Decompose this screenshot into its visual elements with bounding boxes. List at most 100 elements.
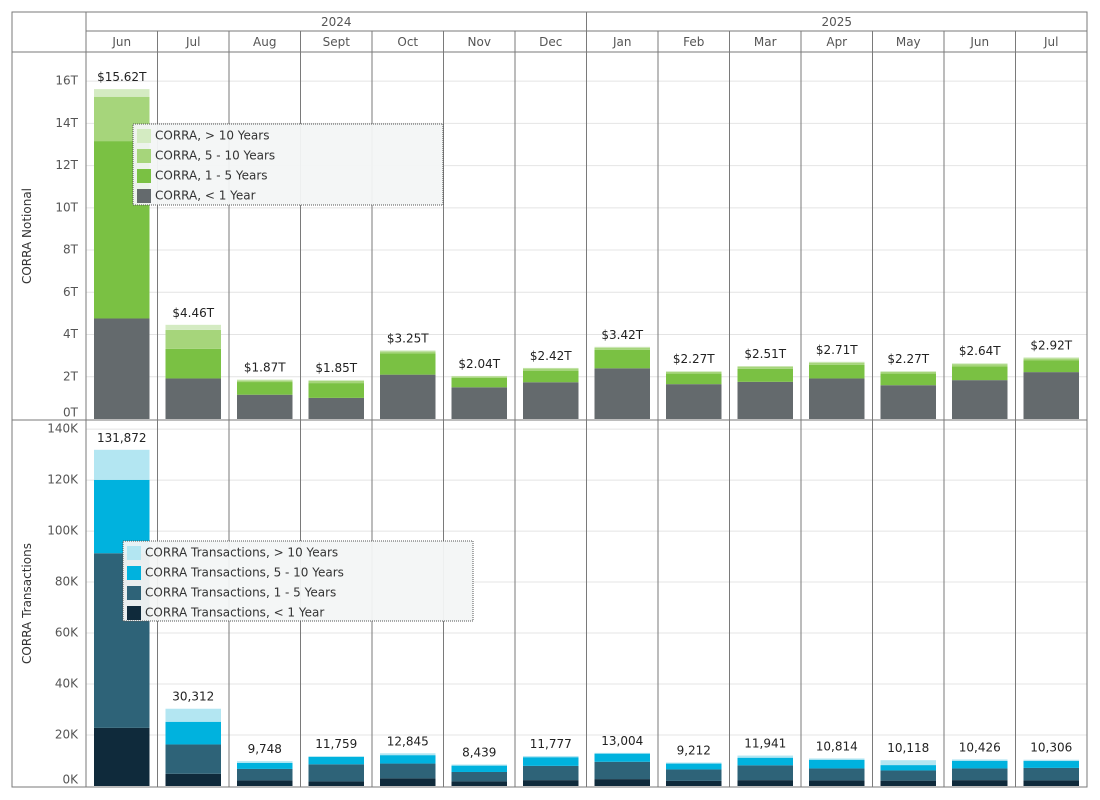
bar-segment	[666, 371, 722, 374]
bar-segment	[880, 371, 936, 372]
bar-segment	[380, 350, 436, 352]
bar-segment	[94, 727, 150, 786]
y-tick-label: 120K	[47, 473, 79, 487]
bar-segment	[737, 757, 793, 766]
bar-segment	[94, 89, 150, 97]
bar-segment	[451, 376, 507, 378]
bar-segment	[594, 349, 650, 369]
bar-total-label: $2.42T	[530, 349, 572, 363]
bar-segment	[165, 378, 221, 419]
bar-segment	[380, 753, 436, 756]
bar-segment	[380, 778, 436, 786]
legend-label: CORRA, 5 - 10 Years	[155, 149, 275, 163]
bar-segment	[165, 329, 221, 349]
y-tick-label: 0K	[62, 773, 79, 787]
bar-total-label: $2.27T	[673, 352, 715, 366]
month-label: Sept	[323, 35, 351, 49]
month-label: Jul	[185, 35, 200, 49]
bar-segment	[952, 760, 1008, 769]
bar-segment	[880, 770, 936, 781]
bar-segment	[451, 765, 507, 772]
bar-segment	[737, 755, 793, 758]
bar-segment	[1023, 372, 1079, 419]
bar-segment	[594, 347, 650, 350]
legend-swatch	[137, 169, 151, 183]
bar-segment	[809, 378, 865, 419]
bar-segment	[952, 363, 1008, 365]
bar-segment	[952, 768, 1008, 781]
bar-segment	[308, 756, 364, 757]
bar-total-label: $1.85T	[315, 361, 357, 375]
bar-segment	[1023, 357, 1079, 359]
bar-segment	[737, 366, 793, 369]
bar-total-label: 11,777	[530, 737, 572, 751]
bar-segment	[666, 384, 722, 419]
bar-total-label: 10,306	[1030, 741, 1072, 755]
month-label: Jul	[1043, 35, 1058, 49]
bar-segment	[952, 366, 1008, 381]
bar-segment	[594, 752, 650, 754]
bar-total-label: $2.92T	[1030, 338, 1072, 352]
bar-segment	[380, 353, 436, 375]
bar-segment	[237, 761, 293, 763]
bar-total-label: 131,872	[97, 431, 147, 445]
y-tick-label: 14T	[55, 116, 78, 130]
bar-segment	[308, 397, 364, 419]
bar-segment	[952, 780, 1008, 786]
bar-segment	[380, 755, 436, 764]
bar-segment	[666, 780, 722, 786]
bar-segment	[880, 780, 936, 786]
bar-segment	[165, 744, 221, 774]
bar-segment	[1023, 358, 1079, 361]
bar-segment	[523, 368, 579, 371]
bar-total-label: $2.71T	[816, 343, 858, 357]
bar-segment	[880, 373, 936, 386]
bar-segment	[1023, 761, 1079, 768]
bar-segment	[880, 765, 936, 771]
bar-segment	[594, 753, 650, 762]
bar-segment	[94, 318, 150, 419]
bar-segment	[1023, 759, 1079, 762]
bar-segment	[880, 371, 936, 374]
bar-segment	[308, 383, 364, 398]
y-axis-title: CORRA Transactions	[20, 543, 34, 664]
bar-segment	[165, 348, 221, 379]
bar-segment	[594, 761, 650, 780]
bar-total-label: 9,748	[248, 742, 282, 756]
bar-segment	[952, 759, 1008, 761]
legend-swatch	[127, 566, 141, 580]
bar-total-label: $1.87T	[244, 361, 286, 375]
bar-segment	[594, 368, 650, 419]
bar-segment	[237, 394, 293, 419]
bar-segment	[809, 362, 865, 365]
y-tick-label: 100K	[47, 524, 79, 538]
bar-segment	[952, 364, 1008, 367]
bar-segment	[809, 361, 865, 363]
month-label: Dec	[539, 35, 562, 49]
y-tick-label: 10T	[55, 200, 78, 214]
bar-segment	[523, 755, 579, 758]
month-label: Jun	[111, 35, 131, 49]
y-tick-label: 140K	[47, 422, 79, 436]
bar-segment	[737, 365, 793, 367]
month-label: Nov	[468, 35, 491, 49]
month-label: Jun	[969, 35, 989, 49]
bar-segment	[594, 779, 650, 786]
bar-segment	[523, 370, 579, 383]
month-label: Oct	[397, 35, 418, 49]
bar-segment	[666, 371, 722, 372]
month-label: Aug	[253, 35, 276, 49]
bar-segment	[308, 379, 364, 381]
bar-segment	[809, 780, 865, 786]
month-label: Feb	[683, 35, 704, 49]
bar-total-label: $15.62T	[97, 70, 147, 84]
bar-total-label: 12,845	[387, 734, 429, 748]
bar-total-label: 9,212	[677, 744, 711, 758]
bar-total-label: $2.27T	[887, 352, 929, 366]
y-tick-label: 40K	[55, 677, 79, 691]
y-tick-label: 20K	[55, 728, 79, 742]
legend-swatch	[137, 189, 151, 203]
bar-segment	[237, 780, 293, 786]
bar-segment	[237, 762, 293, 769]
